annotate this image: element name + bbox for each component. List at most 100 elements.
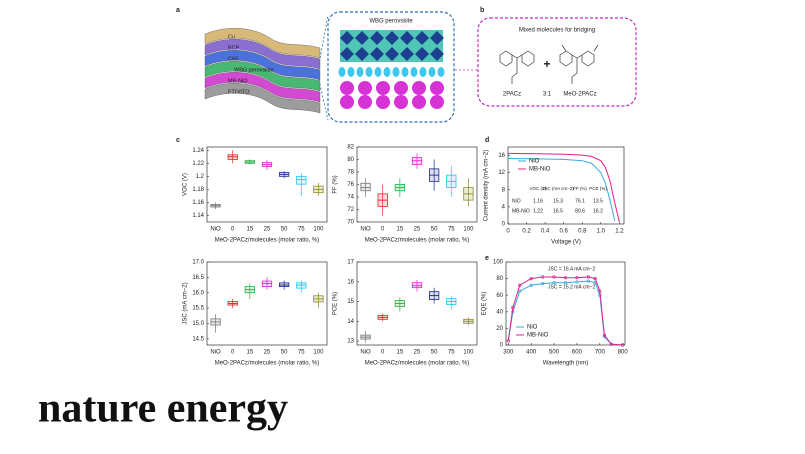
x-tick-label: 25 [414,350,421,356]
y-tick-label: 12 [498,170,505,176]
y-tick-label: 14 [347,319,354,325]
y-tick-label: 80 [496,276,503,282]
ratio: 3:1 [543,92,552,98]
y-tick-label: 1.14 [192,213,204,219]
device-layer [204,72,321,103]
x-tick-label: 800 [618,350,629,356]
table-cell: NiO [512,198,521,204]
table-cell: 15.3 [553,198,563,204]
x-axis-title: MeO-2PACz/molecules (molar ratio, %) [215,361,320,367]
x-tick-label: 1.2 [615,229,624,235]
y-tick-label: 76 [347,182,354,188]
box [360,182,371,192]
plot-frame [505,261,626,346]
x-tick-label: 50 [281,350,288,356]
x-tick-label: 75 [298,350,305,356]
y-tick-label: 0 [502,222,506,228]
y-tick-label: 74 [347,195,354,201]
table-cell: 1.16 [533,198,543,204]
x-tick-label: 50 [281,227,288,233]
y-tick-label: 1.22 [192,161,204,167]
box [411,282,423,289]
table-cell: 80.6 [575,208,585,214]
molecule-name: 2PACz [503,92,521,98]
device-layer [204,28,321,59]
plot-frame [507,146,625,225]
x-tick-label: 15 [397,227,404,233]
y-tick-label: 60 [496,293,503,299]
panel-label: b [480,7,484,14]
y-tick-label: 4 [502,204,506,210]
octahedron [400,31,414,45]
bridging-molecule [356,67,364,77]
octahedron [430,47,444,61]
octahedron [430,31,444,45]
octahedron [415,47,429,61]
x-tick-label: 1.0 [597,229,606,235]
x-tick-label: 0 [231,227,235,233]
x-tick-label: 0 [381,227,385,233]
bridging-molecule [392,67,400,77]
x-tick-label: NiO [360,350,371,356]
table-cell: 13.5 [593,198,603,204]
x-tick-label: 300 [503,350,514,356]
x-tick-label: NiO [210,227,221,233]
octahedron [370,47,384,61]
x-tick-label: 0 [231,350,235,356]
plot-frame [206,146,328,223]
panel-label: e [485,255,489,262]
bridging-molecule [374,67,382,77]
y-tick-label: 70 [347,220,354,226]
octahedron [340,47,354,61]
layer-label: FTO/ITO [228,89,250,95]
molecule-title: Mixed molecules for bridging [519,28,595,34]
y-axis-title: VOC (V) [183,173,189,196]
x-tick-label: 25 [414,227,421,233]
y-tick-label: 16 [498,153,505,159]
y-axis-title: PCE (%) [333,292,339,315]
y-axis-title: JSC (mA cm−2) [183,282,189,324]
panel-label: d [485,137,489,144]
y-axis-title: EQE (%) [482,292,488,316]
y-tick-label: 15.5 [192,306,204,312]
line [507,158,616,221]
x-tick-label: 25 [264,227,271,233]
bridging-molecule [410,67,418,77]
nanocrystal [340,95,354,109]
x-tick-label: 100 [313,227,324,233]
x-tick-label: NiO [360,227,371,233]
nanocrystal [412,81,426,95]
octahedron [400,47,414,61]
x-tick-label: 75 [448,227,455,233]
x-tick-label: 15 [247,227,254,233]
y-tick-label: 78 [347,170,354,176]
nanocrystal [376,95,390,109]
legend-label: NiO [527,325,538,331]
x-tick-label: 0.8 [578,229,587,235]
molecule-name: MeO-2PACz [563,92,596,98]
table-header: VOC (V) [529,186,547,191]
device-layer [204,61,321,92]
x-tick-label: 50 [431,227,438,233]
x-axis-title: MeO-2PACz/molecules (molar ratio, %) [365,361,470,367]
y-axis-title: Current density (mA cm−2) [484,150,490,222]
device-layer [204,39,321,70]
y-tick-label: 17.0 [192,260,204,266]
x-axis-title: MeO-2PACz/molecules (molar ratio, %) [365,238,470,244]
nanocrystal [430,95,444,109]
table-header: JSC (mA cm−2) [542,186,574,191]
x-tick-label: 100 [463,227,474,233]
table-cell: 1.22 [533,208,543,214]
x-tick-label: 0 [381,350,385,356]
box [296,175,307,185]
x-tick-label: 0.4 [541,229,550,235]
table-cell: 16.2 [593,208,603,214]
molecule-sketch [499,44,599,84]
y-tick-label: 15 [347,299,354,305]
x-tick-label: 0 [506,229,510,235]
y-tick-label: 1.16 [192,200,204,206]
y-tick-label: 17 [347,260,354,266]
annotation: JSC = 16.4 mA cm−2 [548,266,595,272]
molecule-box [477,17,637,107]
